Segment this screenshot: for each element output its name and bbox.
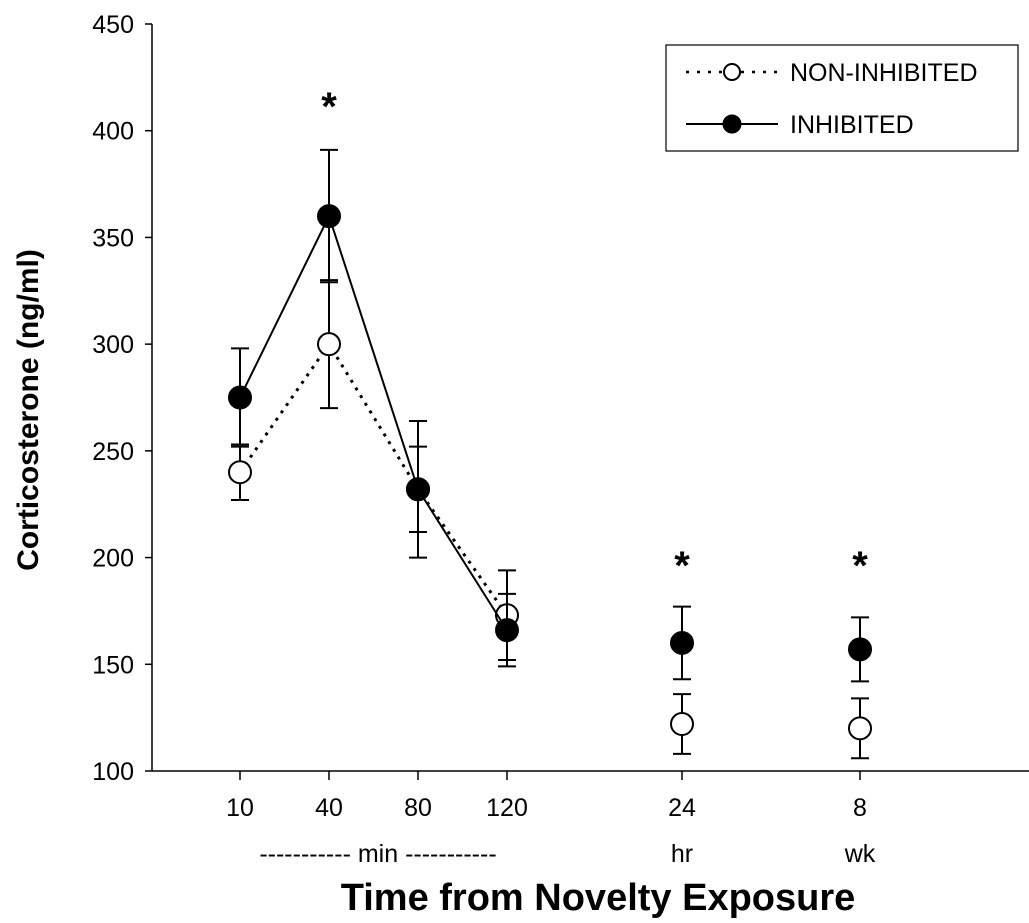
y-tick-label: 300 [92,331,134,359]
y-tick-label: 100 [92,758,134,786]
legend-label-non-inhibited: NON-INHIBITED [790,59,978,87]
significance-star: * [852,544,868,588]
unit-label-wk: wk [844,840,876,868]
x-tick-label: 10 [226,794,254,822]
y-axis-title: Corticosterone (ng/ml) [12,249,45,571]
x-axis-title: Time from Novelty Exposure [341,877,856,919]
x-tick-label: 80 [404,794,432,822]
data-point [406,477,430,502]
y-tick-label: 450 [92,11,134,39]
series-line [238,341,509,617]
unit-label-hr: hr [671,840,693,868]
legend-label-inhibited: INHIBITED [790,111,914,139]
y-tick-label: 350 [92,224,134,252]
legend: NON-INHIBITED INHIBITED [665,44,1019,152]
y-tick-label: 400 [92,118,134,146]
x-tick-label: 120 [486,794,528,822]
legend-box [665,44,1019,152]
series-inhibited [228,148,872,683]
data-point [317,204,341,229]
data-point [317,332,341,357]
data-point [495,618,519,643]
legend-marker-non-inhibited [723,63,741,81]
unit-label-min: ----------- min ----------- [259,840,496,868]
x-tick-label: 24 [668,794,696,822]
data-point [848,716,872,741]
x-ticks: 10 40 80 120 24 8 [226,771,867,822]
data-point [670,630,694,655]
series-layer [228,148,872,760]
data-point [670,712,694,737]
data-point [228,385,252,410]
annotation-layer: * * * [321,85,868,588]
data-point [228,460,252,485]
y-tick-label: 250 [92,438,134,466]
x-tick-label: 40 [315,794,343,822]
y-tick-label: 150 [92,651,134,679]
significance-star: * [674,544,690,588]
series-line [239,213,508,631]
data-point [848,637,872,662]
x-tick-label: 8 [853,794,867,822]
unit-labels: ----------- min ----------- hr wk [259,840,875,868]
y-ticks: 100 150 200 250 300 350 400 450 [92,11,152,786]
significance-star: * [321,85,337,129]
legend-marker-inhibited [722,114,742,134]
y-tick-label: 200 [92,545,134,573]
series-non-inhibited [228,279,872,760]
axes [151,24,1029,772]
